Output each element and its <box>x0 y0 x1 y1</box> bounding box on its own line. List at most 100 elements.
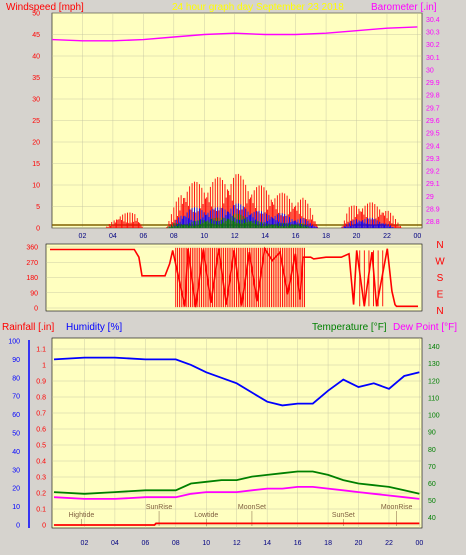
barometer-y-tick: 30 <box>426 67 434 74</box>
wind-y-tick: 30 <box>32 97 40 104</box>
compass-label: E <box>437 290 444 301</box>
direction-y-tick: 0 <box>34 306 38 313</box>
barometer-y-tick: 29.1 <box>426 181 440 188</box>
humidity-y-tick-labels: 0 10 20 30 40 50 60 70 80 90 100 <box>8 339 20 530</box>
humidity-y-tick: 70 <box>12 394 20 401</box>
humidity-y-tick: 100 <box>8 339 20 346</box>
rainfall-y-tick: 0.9 <box>36 379 46 386</box>
humidity-grid <box>52 338 422 528</box>
humidity-y-tick: 20 <box>12 486 20 493</box>
barometer-y-tick: 30.4 <box>426 17 440 24</box>
humidity-x-tick: 06 <box>141 540 149 547</box>
temperature-y-tick-labels: 40 50 60 70 80 90 100 110 120 130 140 <box>428 344 440 522</box>
temperature-y-tick: 80 <box>428 447 436 454</box>
rainfall-y-tick: 0.4 <box>36 459 46 466</box>
compass-label: N <box>436 306 443 317</box>
humidity-y-tick: 50 <box>12 431 20 438</box>
rainfall-y-tick: 0 <box>42 523 46 530</box>
series-temperature <box>53 470 420 495</box>
wind-x-tick: 10 <box>200 233 208 240</box>
humidity-y-tick: 80 <box>12 375 20 382</box>
humidity-axis-title: Humidity [%] <box>66 322 122 333</box>
annotation-label: MoonRise <box>381 504 413 511</box>
temperature-y-tick: 120 <box>428 378 440 385</box>
temperature-y-tick: 140 <box>428 344 440 351</box>
temperature-y-tick: 110 <box>428 395 439 402</box>
temperature-y-tick: 40 <box>428 515 436 522</box>
temperature-y-tick: 100 <box>428 413 440 420</box>
humidity-x-tick-labels: 02 04 06 08 10 12 14 16 18 20 22 00 <box>81 540 424 547</box>
wind-x-tick: 06 <box>139 233 147 240</box>
wind-x-tick: 14 <box>261 233 269 240</box>
direction-y-tick-labels: 0 90 180 270 360 <box>26 245 38 313</box>
barometer-y-tick: 28.8 <box>426 219 440 226</box>
barometer-y-tick: 29.7 <box>426 105 440 112</box>
barometer-axis-title: Barometer [.in] <box>371 2 437 13</box>
direction-line <box>50 246 418 308</box>
rainfall-y-tick: 0.6 <box>36 427 46 434</box>
barometer-y-tick: 29.2 <box>426 169 440 176</box>
rainfall-y-tick: 0.5 <box>36 443 46 450</box>
wind-x-tick: 00 <box>414 233 422 240</box>
barometer-line <box>51 26 418 42</box>
annotation-label: MoonSet <box>238 504 266 511</box>
humidity-x-tick: 00 <box>416 540 424 547</box>
rainfall-y-tick: 0.8 <box>36 395 46 402</box>
direction-y-tick: 270 <box>26 260 38 267</box>
wind-series <box>51 26 422 228</box>
annotation-label: SunSet <box>332 512 355 519</box>
barometer-y-tick: 30.1 <box>426 55 440 62</box>
temperature-y-tick: 90 <box>428 430 436 437</box>
humidity-x-tick: 08 <box>172 540 180 547</box>
wind-y-tick: 50 <box>32 11 40 18</box>
humidity-x-tick: 10 <box>202 540 210 547</box>
rainfall-y-tick: 0.7 <box>36 411 46 418</box>
rainfall-y-tick: 1.1 <box>36 347 46 354</box>
barometer-y-tick: 29.4 <box>426 143 440 150</box>
series-dew-point <box>53 485 420 500</box>
humidity-y-tick: 10 <box>12 504 20 511</box>
humidity-y-tick: 40 <box>12 449 20 456</box>
series-wind-low <box>167 213 311 228</box>
humidity-y-tick: 0 <box>16 523 20 530</box>
wind-x-tick: 08 <box>170 233 178 240</box>
series-rainfall <box>54 522 420 526</box>
wind-x-tick-labels: 02 04 06 08 10 12 14 16 18 20 22 00 <box>79 233 422 240</box>
direction-y-tick: 180 <box>26 275 38 282</box>
barometer-y-tick: 30.3 <box>426 29 440 36</box>
direction-y-tick: 360 <box>26 245 38 252</box>
annotation-label: Lowtide <box>194 512 218 519</box>
wind-y-tick-labels: 0 5 10 15 20 25 30 35 40 45 50 <box>32 11 40 233</box>
wind-x-tick: 04 <box>109 233 117 240</box>
barometer-y-tick: 29 <box>426 194 434 201</box>
temperature-y-tick: 50 <box>428 498 436 505</box>
direction-y-tick: 90 <box>30 290 38 297</box>
wind-x-tick: 02 <box>79 233 87 240</box>
wind-y-tick: 15 <box>32 161 40 168</box>
compass-label: W <box>435 257 445 268</box>
humidity-plot-area <box>51 337 423 529</box>
rainfall-y-tick: 0.2 <box>36 491 46 498</box>
wind-x-tick: 16 <box>292 233 300 240</box>
humidity-x-tick: 16 <box>294 540 302 547</box>
wind-x-tick: 12 <box>231 233 239 240</box>
temperature-y-tick: 60 <box>428 481 436 488</box>
barometer-y-tick: 28.9 <box>426 207 440 214</box>
barometer-y-tick: 30.2 <box>426 42 440 49</box>
wind-y-tick: 0 <box>36 226 40 233</box>
humidity-x-tick: 12 <box>233 540 241 547</box>
temperature-axis-title: Temperature [°F] <box>312 322 387 333</box>
rainfall-y-tick: 1 <box>42 363 46 370</box>
direction-variability <box>175 247 384 308</box>
rainfall-y-tick-labels: 0 0.1 0.2 0.3 0.4 0.5 0.6 0.7 0.8 0.9 1 1.1 <box>36 347 46 530</box>
barometer-y-tick: 29.9 <box>426 80 440 87</box>
graph-title: 24 hour graph day September 23 2018 <box>172 2 344 13</box>
annotation-label: Hightide <box>69 512 95 519</box>
dewpoint-axis-title: Dew Point [°F] <box>393 322 457 333</box>
humidity-temperature-series <box>53 356 420 526</box>
wind-y-tick: 5 <box>36 204 40 211</box>
barometer-y-tick: 29.8 <box>426 93 440 100</box>
humidity-y-tick: 60 <box>12 412 20 419</box>
